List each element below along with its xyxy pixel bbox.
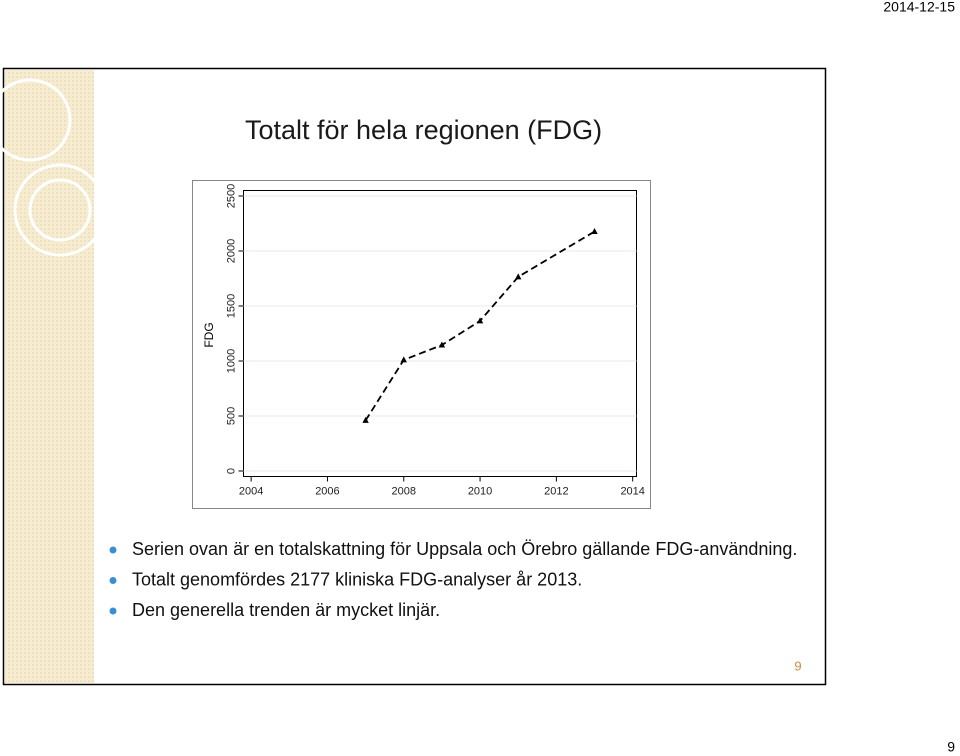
- bullet-dot: [109, 607, 117, 615]
- y-tick-label: 2500: [225, 184, 237, 208]
- bullet-text: Totalt genomfördes 2177 kliniska FDG-ana…: [132, 569, 582, 589]
- y-axis-title: FDG: [202, 322, 216, 347]
- data-line: [364, 230, 595, 421]
- plot-area: [243, 190, 637, 477]
- y-tick-label: 2000: [225, 239, 237, 263]
- x-tick-label: 2014: [620, 485, 644, 497]
- data-marker: [362, 416, 369, 423]
- x-tick-label: 2012: [544, 485, 568, 497]
- bullet-list: Serien ovan är en totalskattning för Upp…: [109, 539, 797, 620]
- decor-strip: [5, 70, 94, 683]
- decor-circles: [0, 78, 107, 257]
- bullet-dot: [109, 577, 117, 584]
- page-number: 9: [947, 739, 955, 755]
- data-marker: [515, 273, 522, 280]
- bullet-text: Serien ovan är en totalskattning för Upp…: [132, 539, 797, 559]
- x-tick-label: 2008: [392, 485, 416, 497]
- data-marker: [438, 341, 446, 348]
- y-tick-label: 500: [225, 407, 237, 425]
- data-marker: [476, 317, 484, 324]
- y-tick-label: 1000: [225, 349, 237, 373]
- x-tick-label: 2010: [468, 485, 492, 497]
- x-tick-label: 2006: [315, 485, 339, 497]
- y-tick-label: 1500: [225, 294, 237, 318]
- data-marker: [591, 228, 598, 235]
- bullet-text: Den generella trenden är mycket linjär.: [132, 600, 440, 620]
- data-marker: [400, 356, 407, 363]
- slide-number: 9: [794, 658, 801, 673]
- x-tick-label: 2004: [239, 485, 263, 497]
- bullet-dot: [109, 546, 117, 554]
- y-tick-label: 0: [225, 468, 237, 474]
- chart-title: Totalt för hela regionen (FDG): [245, 115, 602, 145]
- date: 2014-12-15: [883, 0, 955, 15]
